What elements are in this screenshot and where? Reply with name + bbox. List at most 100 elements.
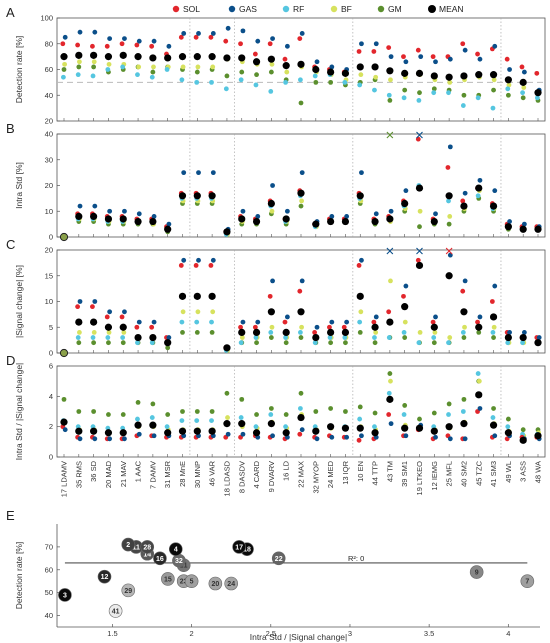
mean-point xyxy=(430,427,438,435)
sol-point xyxy=(356,49,362,54)
gm-point xyxy=(446,401,452,407)
bf-point xyxy=(210,309,216,315)
gm-point xyxy=(520,427,526,433)
rf-point xyxy=(431,335,437,340)
bf-point xyxy=(462,324,467,330)
rf-point xyxy=(372,424,377,430)
y-tick-label: 0 xyxy=(49,453,53,462)
bubble-label: 9 xyxy=(475,570,479,577)
rf-point xyxy=(194,319,200,325)
x-tick-label: 2 xyxy=(190,629,194,638)
y-tick-label: 60 xyxy=(45,65,53,74)
rf-point xyxy=(535,95,540,101)
y-tick-label: 5 xyxy=(49,323,53,332)
mean-point xyxy=(252,429,261,437)
feature-label: 49 WL xyxy=(504,461,513,483)
bubble-point xyxy=(97,569,112,584)
bubble-label: 7 xyxy=(525,579,529,586)
rf-point xyxy=(401,95,407,101)
bf-point xyxy=(62,61,67,67)
rf-point xyxy=(253,335,259,340)
mean-point xyxy=(460,308,468,316)
mean-point xyxy=(327,68,335,76)
feature-label: 8 DASDV xyxy=(237,461,246,493)
rf-point xyxy=(75,72,81,78)
rf-point xyxy=(490,415,496,420)
sol-point xyxy=(267,293,273,299)
gas-point xyxy=(270,278,275,284)
gas-point xyxy=(77,29,83,35)
rf-point xyxy=(238,340,244,346)
gas-point xyxy=(151,214,157,219)
bubble-point xyxy=(121,583,136,598)
feature-label: 3 ASS xyxy=(519,461,528,482)
gm-point xyxy=(180,330,185,335)
rf-point xyxy=(520,340,525,346)
bubble-label: 15 xyxy=(164,576,172,583)
gas-point xyxy=(344,319,350,325)
gas-point xyxy=(225,25,231,31)
y-tick-label: 2 xyxy=(49,422,53,431)
rf-point xyxy=(505,340,511,346)
rf-point xyxy=(135,72,140,78)
panel-letter: B xyxy=(6,121,15,136)
sol-point xyxy=(341,324,347,330)
gm-point xyxy=(372,410,378,416)
gas-point xyxy=(196,170,201,176)
mean-point xyxy=(460,72,468,80)
mean-point xyxy=(312,333,320,342)
rf-point xyxy=(120,64,126,70)
mean-point xyxy=(430,217,438,226)
gas-point xyxy=(92,203,98,209)
y-tick-label: 100 xyxy=(40,14,53,23)
panel-b: B Intra Std [%] 0 10 20 30 40 xyxy=(6,121,546,242)
rf-point xyxy=(268,412,274,417)
gas-point xyxy=(270,183,275,188)
rf-point xyxy=(179,77,185,83)
mean-point xyxy=(356,292,364,300)
rf-point xyxy=(149,415,155,420)
bf-point xyxy=(180,309,186,315)
mean-point xyxy=(445,423,453,431)
mean-point xyxy=(327,423,335,431)
sol-point xyxy=(356,437,362,443)
mean-point xyxy=(178,427,187,435)
gas-point xyxy=(299,170,305,176)
mean-point xyxy=(164,339,172,347)
mean-point xyxy=(297,189,305,197)
gas-point xyxy=(136,211,142,217)
gm-point xyxy=(313,409,319,414)
mean-point xyxy=(519,333,527,342)
gas-point xyxy=(151,319,157,325)
bf-point xyxy=(402,319,408,325)
legend-marker-mean xyxy=(428,5,436,13)
panel-e: E 40 50 60 70 1.5 2 2.5 3 3.5 4 Detection rate [%] I… xyxy=(6,508,540,642)
gas-point xyxy=(359,257,364,263)
panel-c: C |Signal change| [%] 0 5 10 15 20 xyxy=(6,237,546,358)
feature-label: 45 TZC xyxy=(474,460,483,485)
mean-point xyxy=(312,65,320,74)
rf-point xyxy=(223,86,229,92)
sol-point xyxy=(149,324,155,330)
mean-point xyxy=(386,318,394,326)
sol-point xyxy=(401,293,406,299)
feature-label: 28 MnE xyxy=(178,461,187,487)
gm-point xyxy=(76,340,82,346)
mean-point xyxy=(149,54,157,62)
mean-point xyxy=(267,308,275,316)
gas-point xyxy=(255,319,261,325)
gm-point xyxy=(417,90,422,96)
gas-point xyxy=(240,208,246,214)
mean-point xyxy=(193,192,201,200)
sol-point xyxy=(75,42,81,48)
feature-label: 39 SM1 xyxy=(400,461,409,487)
sol-point xyxy=(460,288,466,294)
mean-point xyxy=(489,71,498,79)
gas-point xyxy=(329,214,335,219)
bf-point xyxy=(299,324,304,330)
legend: SOL GAS RF BF GM MEAN xyxy=(172,4,464,14)
mean-point xyxy=(504,76,512,84)
gas-point xyxy=(329,64,335,70)
rf-point xyxy=(327,335,333,340)
